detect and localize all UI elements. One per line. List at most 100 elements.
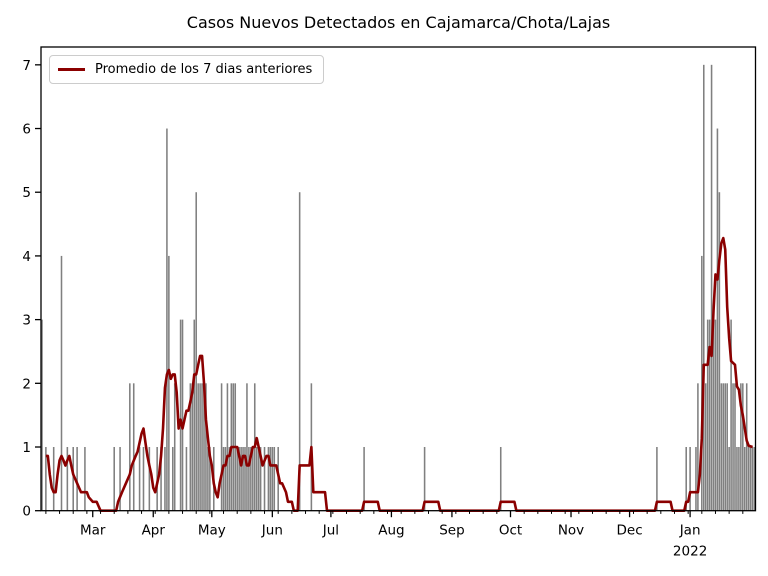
x-tick-label: Aug (378, 523, 404, 539)
bar (168, 255, 170, 511)
bar (248, 447, 250, 511)
plot-frame (40, 46, 757, 512)
bar (742, 383, 744, 511)
bar (736, 447, 738, 511)
bar (166, 128, 168, 511)
bar (726, 383, 728, 511)
bar (76, 447, 78, 511)
bar (363, 447, 365, 511)
legend-label: Promedio de los 7 dias anteriores (95, 62, 313, 77)
y-tick-label: 1 (22, 440, 31, 456)
bar (267, 447, 270, 511)
bar (207, 447, 209, 511)
bar (753, 447, 756, 511)
bar (52, 447, 55, 511)
x-tick-label: Dec (617, 523, 643, 539)
bar (142, 447, 145, 511)
bar (242, 447, 244, 511)
bar (238, 447, 240, 511)
bar (656, 447, 658, 511)
bar (185, 447, 188, 511)
bar (701, 255, 703, 511)
y-tick-label: 0 (22, 504, 31, 520)
axes-layer: 0 1 2 3 4 5 6 7 Mar Apr May Jun Jul Aug Sep Oct Nov Dec Ja… (22, 46, 757, 560)
bar (160, 447, 162, 511)
bar (171, 447, 174, 511)
bar (695, 447, 697, 511)
bar (269, 447, 272, 511)
bar (255, 447, 258, 511)
bar (685, 447, 687, 511)
bar (226, 383, 229, 511)
legend-line-sample-icon (58, 68, 85, 71)
x-tick-label: Oct (499, 523, 522, 539)
bar (714, 319, 717, 511)
avg-line-path (45, 236, 753, 513)
y-tick-label: 2 (22, 376, 31, 392)
bar (724, 383, 727, 511)
bar (164, 447, 166, 511)
bar (189, 383, 192, 511)
bar (720, 383, 723, 511)
bar (697, 383, 699, 511)
x-tick-label: Mar (80, 523, 106, 539)
bar (173, 383, 176, 511)
bar (710, 64, 713, 511)
bar (423, 447, 426, 511)
bar (222, 447, 225, 511)
bar (749, 447, 752, 511)
bar (240, 447, 242, 511)
y-tick-label: 7 (22, 58, 31, 74)
bar (129, 383, 131, 511)
bar (181, 319, 184, 511)
bar (66, 447, 69, 511)
bar (706, 319, 709, 511)
bar (298, 192, 301, 511)
bar (738, 447, 740, 511)
bars-layer (41, 64, 756, 511)
bar (60, 255, 63, 511)
x-tick-label: Jan (679, 523, 701, 539)
x-tick-label: May (198, 523, 226, 539)
x-axis-year-label: 2022 (673, 544, 707, 560)
bar (41, 319, 43, 511)
bar (132, 383, 135, 511)
bar (745, 383, 748, 511)
bar (747, 447, 750, 511)
bar (704, 383, 707, 511)
bar (712, 319, 715, 511)
bar (179, 319, 182, 511)
y-tick-label: 6 (22, 122, 31, 138)
bar (708, 319, 711, 511)
bar (244, 447, 246, 511)
bar (220, 383, 223, 511)
bar (236, 447, 238, 511)
bar (252, 447, 254, 511)
bar (138, 447, 141, 511)
bar (722, 383, 725, 511)
bar (224, 447, 227, 511)
bar (751, 447, 754, 511)
bar (718, 192, 721, 511)
bar (702, 64, 705, 511)
bar (743, 447, 746, 511)
bar (740, 383, 742, 511)
bar (728, 447, 730, 511)
bar (191, 383, 194, 511)
bar (732, 383, 734, 511)
x-tick-label: Apr (142, 523, 166, 539)
x-tick-label: Nov (558, 523, 584, 539)
bar (209, 447, 211, 511)
bar (499, 447, 502, 511)
x-tick-label: Jul (322, 523, 339, 539)
bar (716, 128, 719, 511)
y-tick-label: 3 (22, 313, 31, 329)
chart-title: Casos Nuevos Detectados en Cajamarca/Cho… (186, 13, 611, 32)
bar (119, 447, 121, 511)
bar (205, 383, 207, 511)
bar (263, 447, 266, 511)
bar (689, 447, 691, 511)
chart-legend: Promedio de los 7 dias anteriores (49, 55, 325, 84)
x-tick-label: Jun (261, 523, 283, 539)
